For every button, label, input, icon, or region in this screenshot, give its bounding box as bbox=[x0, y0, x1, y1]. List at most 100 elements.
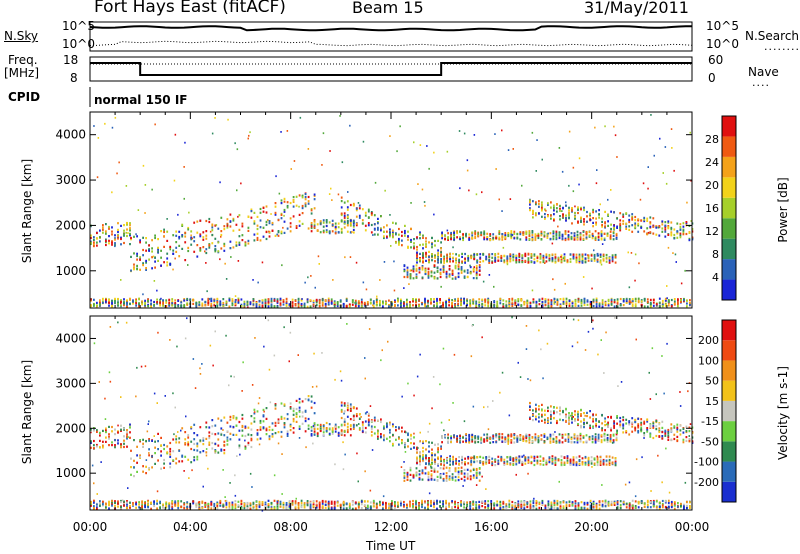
velocity-cell bbox=[334, 430, 337, 433]
velocity-cell bbox=[466, 472, 469, 475]
power-cell bbox=[238, 228, 241, 231]
power-cell bbox=[145, 241, 147, 244]
power-cell bbox=[475, 277, 478, 280]
power-cell bbox=[545, 256, 548, 259]
power-cell bbox=[240, 305, 243, 308]
power-cell bbox=[568, 209, 570, 212]
velocity-cell bbox=[449, 460, 451, 463]
power-cell bbox=[427, 272, 430, 275]
velocity-cell bbox=[386, 423, 388, 426]
power-cell bbox=[363, 304, 366, 307]
power-colorbar-frame bbox=[721, 115, 737, 301]
velocity-cell bbox=[310, 395, 313, 398]
power-cell bbox=[425, 305, 428, 308]
power-cell bbox=[416, 261, 418, 264]
velocity-cell bbox=[129, 431, 131, 434]
power-cell bbox=[469, 300, 472, 303]
velocity-cell bbox=[102, 429, 104, 432]
velocity-cell bbox=[572, 458, 575, 461]
power-cell bbox=[608, 259, 611, 262]
power-cell bbox=[159, 300, 161, 303]
velocity-cell bbox=[521, 455, 524, 458]
power-cell bbox=[446, 150, 449, 153]
velocity-cell bbox=[377, 435, 379, 438]
power-cell bbox=[607, 198, 609, 201]
velocity-cell bbox=[431, 441, 433, 444]
power-cell bbox=[304, 193, 307, 196]
power-cell bbox=[457, 297, 459, 300]
velocity-cell bbox=[247, 426, 250, 429]
power-cell bbox=[554, 256, 557, 259]
velocity-cell bbox=[129, 423, 131, 426]
power-cell bbox=[352, 224, 355, 227]
power-cell bbox=[256, 238, 259, 241]
power-cell bbox=[577, 298, 580, 301]
power-cell bbox=[461, 252, 463, 255]
velocity-cell bbox=[403, 469, 406, 472]
power-cell bbox=[592, 208, 594, 211]
power-colorbar-swatch bbox=[722, 279, 736, 300]
power-cell bbox=[556, 210, 558, 213]
power-cell bbox=[108, 225, 110, 229]
power-cell bbox=[304, 202, 307, 205]
power-cell bbox=[409, 305, 411, 308]
power-cell bbox=[466, 169, 469, 172]
power-cell bbox=[123, 232, 125, 235]
power-cell bbox=[291, 301, 294, 304]
power-cell bbox=[556, 298, 559, 301]
power-cell bbox=[486, 232, 489, 235]
power-cell bbox=[661, 227, 664, 230]
velocity-cell bbox=[226, 421, 229, 424]
power-cell bbox=[145, 259, 147, 262]
velocity-cell bbox=[586, 414, 588, 418]
velocity-cell bbox=[561, 433, 564, 436]
power-cell bbox=[526, 305, 529, 308]
power-cell bbox=[534, 233, 537, 236]
velocity-cell bbox=[383, 436, 385, 439]
power-cell bbox=[496, 300, 499, 303]
power-cell bbox=[564, 282, 566, 285]
power-cell bbox=[337, 231, 340, 234]
velocity-cell bbox=[211, 441, 214, 445]
power-cell bbox=[493, 300, 496, 303]
velocity-cell bbox=[298, 406, 301, 409]
velocity-cell bbox=[570, 437, 573, 440]
power-cell bbox=[556, 203, 558, 206]
velocity-cell bbox=[538, 413, 540, 416]
velocity-cell bbox=[535, 407, 537, 410]
velocity-cell bbox=[488, 461, 491, 464]
velocity-cell bbox=[609, 437, 612, 440]
power-cell bbox=[543, 231, 546, 234]
power-cell bbox=[256, 236, 259, 240]
power-cell bbox=[468, 189, 470, 192]
power-cell bbox=[297, 301, 300, 304]
power-cell bbox=[434, 239, 436, 243]
velocity-cell bbox=[601, 427, 603, 430]
velocity-cell bbox=[503, 458, 506, 461]
power-cell bbox=[178, 235, 181, 239]
power-cell bbox=[401, 234, 403, 237]
power-cell bbox=[673, 302, 676, 305]
power-cell bbox=[314, 286, 316, 289]
velocity-cell bbox=[163, 466, 165, 469]
power-cell bbox=[142, 262, 144, 265]
power-cell bbox=[661, 299, 664, 303]
station-title: Fort Hays East (fitACF) bbox=[94, 0, 286, 17]
power-cell bbox=[196, 231, 199, 234]
velocity-cell bbox=[589, 424, 591, 427]
power-cell bbox=[463, 132, 466, 135]
power-cell bbox=[280, 213, 283, 216]
power-cell bbox=[288, 303, 291, 306]
power-cell bbox=[508, 305, 511, 308]
power-cell bbox=[252, 298, 255, 301]
power-cell bbox=[355, 261, 358, 264]
power-cell bbox=[440, 285, 442, 288]
velocity-cell bbox=[546, 437, 549, 441]
power-cell bbox=[139, 258, 141, 261]
power-cell bbox=[265, 230, 268, 234]
power-cell bbox=[280, 202, 283, 205]
power-cell bbox=[156, 298, 158, 301]
power-cell bbox=[372, 304, 374, 307]
power-cell bbox=[412, 298, 414, 301]
velocity-cell bbox=[592, 413, 594, 416]
